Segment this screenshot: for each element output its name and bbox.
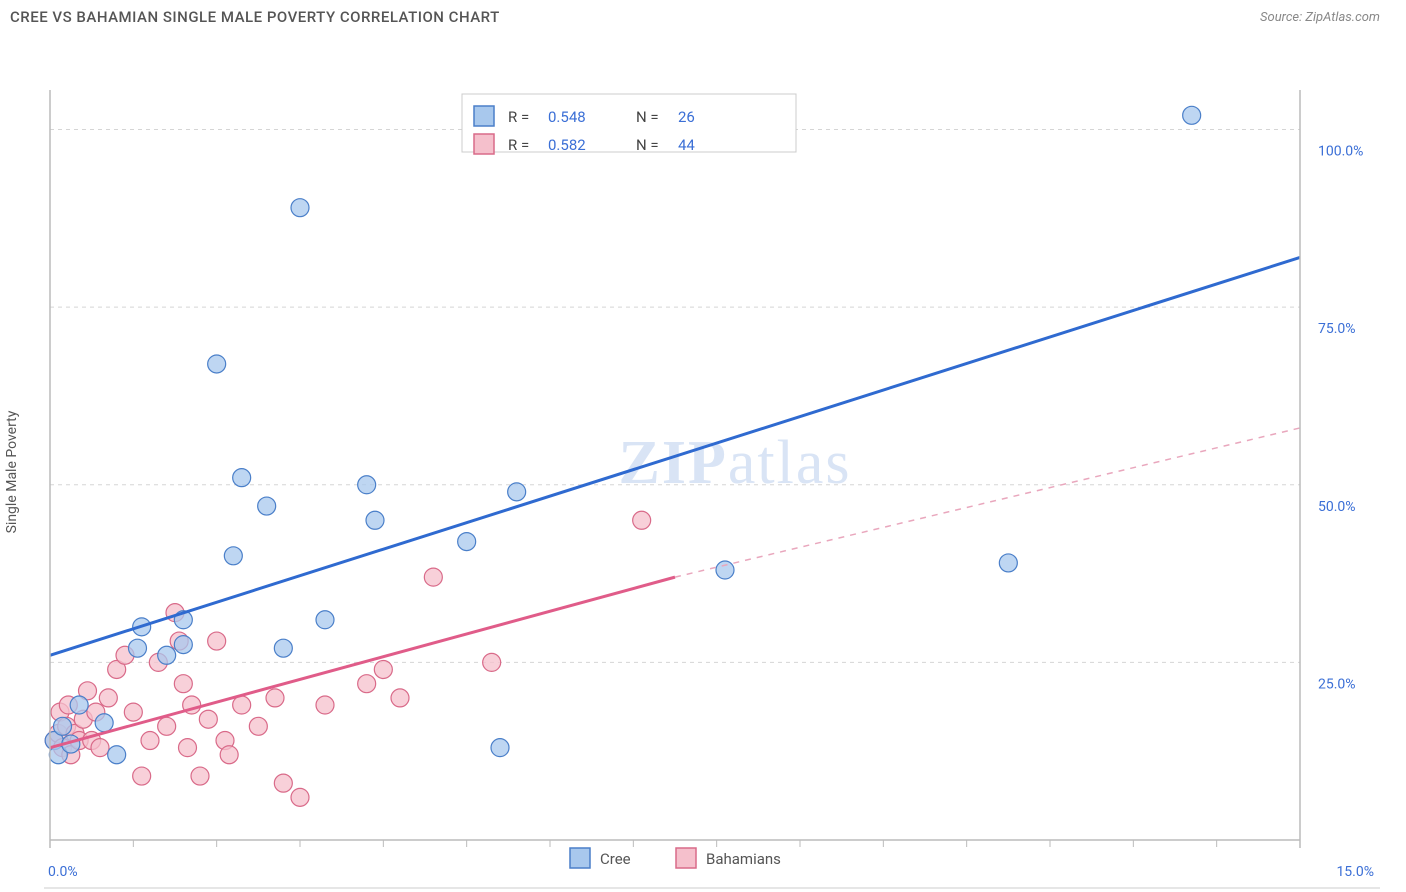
trend-line-cree <box>50 257 1300 655</box>
data-point <box>158 717 176 735</box>
data-point <box>233 469 251 487</box>
data-point <box>224 547 242 565</box>
data-point <box>124 703 142 721</box>
data-point <box>191 767 209 785</box>
data-point <box>291 788 309 806</box>
data-point <box>358 675 376 693</box>
data-point <box>208 355 226 373</box>
data-point <box>274 774 292 792</box>
y-tick-label: 25.0% <box>1318 676 1356 692</box>
legend-n-value: 44 <box>678 136 695 154</box>
data-point <box>374 660 392 678</box>
data-point <box>208 632 226 650</box>
data-point <box>391 689 409 707</box>
legend-swatch <box>474 134 494 154</box>
data-point <box>316 611 334 629</box>
data-point <box>233 696 251 714</box>
legend-label: Cree <box>600 850 631 868</box>
data-point <box>424 568 442 586</box>
y-axis-label: Single Male Poverty <box>4 411 20 534</box>
data-point <box>716 561 734 579</box>
data-point <box>220 746 238 764</box>
data-point <box>316 696 334 714</box>
series-legend: Cree Bahamians <box>570 848 781 868</box>
chart-header: CREE VS BAHAMIAN SINGLE MALE POVERTY COR… <box>0 0 1406 32</box>
x-tick-label: 15.0% <box>1336 864 1374 880</box>
legend-swatch <box>474 106 494 126</box>
data-point <box>258 497 276 515</box>
data-point <box>174 675 192 693</box>
data-point <box>274 639 292 657</box>
data-point <box>91 739 109 757</box>
legend-swatch <box>676 848 696 868</box>
data-point <box>483 653 501 671</box>
legend-r-label: R = <box>508 136 529 154</box>
data-point <box>174 636 192 654</box>
data-point <box>358 476 376 494</box>
legend-n-label: N = <box>636 108 659 126</box>
y-tick-label: 100.0% <box>1318 144 1363 160</box>
data-point <box>633 511 651 529</box>
data-point <box>508 483 526 501</box>
legend-swatch <box>570 848 590 868</box>
y-tick-label: 50.0% <box>1318 499 1356 515</box>
data-point <box>95 714 113 732</box>
data-point <box>491 739 509 757</box>
chart-container: Single Male Poverty 25.0%50.0%75.0%100.0… <box>0 36 1406 892</box>
legend-n-value: 26 <box>678 108 695 126</box>
correlation-legend: R = 0.548 N = 26 R = 0.582 N = 44 <box>462 94 796 154</box>
data-point <box>266 689 284 707</box>
x-tick-label: 0.0% <box>48 864 78 880</box>
data-point <box>108 746 126 764</box>
data-point <box>70 696 88 714</box>
data-point <box>179 739 197 757</box>
data-point <box>249 717 267 735</box>
data-point <box>141 732 159 750</box>
data-point <box>999 554 1017 572</box>
data-point <box>129 639 147 657</box>
data-point <box>458 533 476 551</box>
data-point <box>291 199 309 217</box>
data-point <box>158 646 176 664</box>
data-point <box>133 767 151 785</box>
legend-r-value: 0.582 <box>548 136 586 154</box>
data-point <box>199 710 217 728</box>
chart-title: CREE VS BAHAMIAN SINGLE MALE POVERTY COR… <box>10 8 500 26</box>
data-point <box>366 511 384 529</box>
y-tick-label: 75.0% <box>1318 321 1356 337</box>
correlation-scatter-chart: 25.0%50.0%75.0%100.0%ZIPatlas0.0%15.0%R … <box>0 36 1406 892</box>
legend-r-label: R = <box>508 108 529 126</box>
legend-r-value: 0.548 <box>548 108 586 126</box>
legend-label: Bahamians <box>706 850 781 868</box>
data-point <box>99 689 117 707</box>
data-point <box>54 717 72 735</box>
legend-n-label: N = <box>636 136 659 154</box>
chart-source: Source: ZipAtlas.com <box>1260 10 1380 25</box>
data-point <box>1183 106 1201 124</box>
